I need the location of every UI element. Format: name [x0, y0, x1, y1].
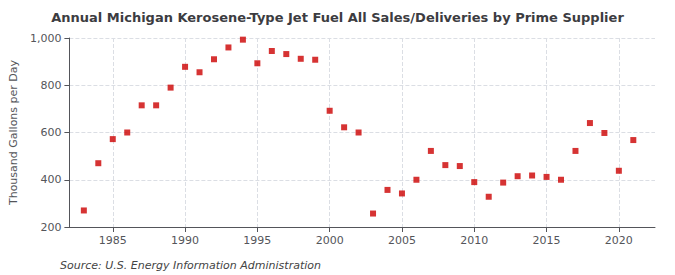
svg-text:600: 600 — [40, 126, 61, 139]
svg-text:200: 200 — [40, 221, 61, 234]
svg-text:2020: 2020 — [605, 234, 633, 247]
svg-text:Thousand Gallons per Day: Thousand Gallons per Day — [7, 59, 20, 206]
svg-text:1990: 1990 — [171, 234, 199, 247]
svg-text:1995: 1995 — [243, 234, 271, 247]
svg-text:1985: 1985 — [99, 234, 127, 247]
svg-text:1,000: 1,000 — [30, 32, 62, 45]
svg-text:Source: U.S. Energy Informatio: Source: U.S. Energy Information Administ… — [60, 259, 321, 272]
svg-text:2015: 2015 — [533, 234, 561, 247]
svg-text:2000: 2000 — [316, 234, 344, 247]
svg-text:2010: 2010 — [460, 234, 488, 247]
svg-text:Annual Michigan Kerosene-Type: Annual Michigan Kerosene-Type Jet Fuel A… — [51, 10, 624, 25]
svg-text:800: 800 — [40, 79, 61, 92]
svg-text:2005: 2005 — [388, 234, 416, 247]
svg-text:400: 400 — [40, 173, 61, 186]
